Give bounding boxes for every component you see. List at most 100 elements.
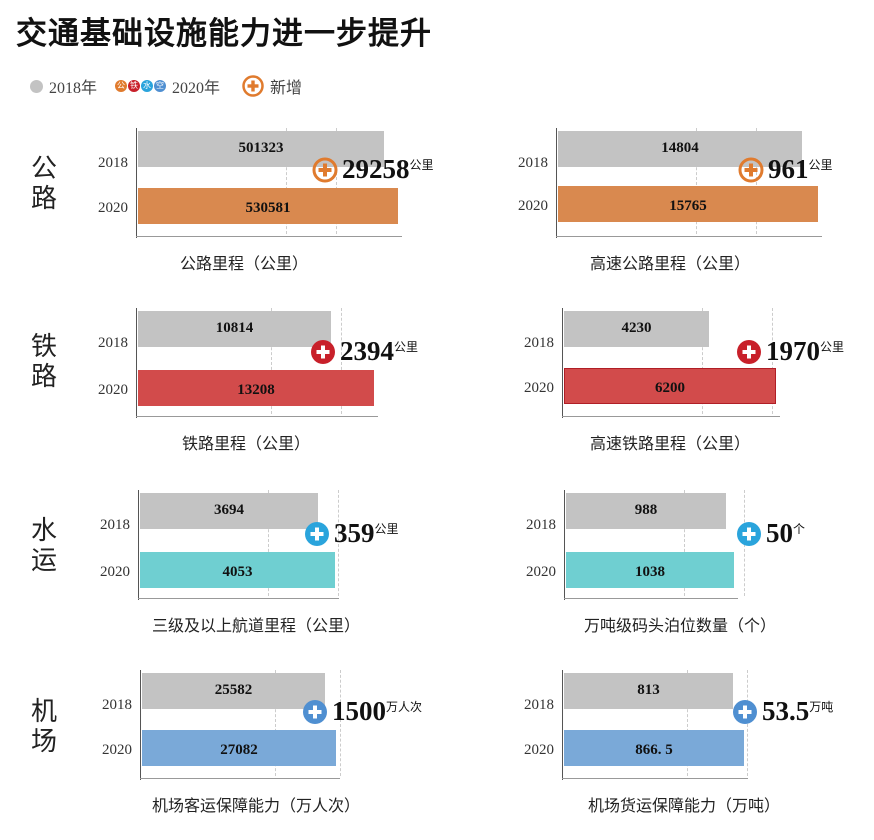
- legend-new-label: 新增: [270, 78, 303, 97]
- increase-annotation: 961 公里: [738, 154, 833, 185]
- increase-value: 359: [334, 518, 375, 548]
- grid-line: [696, 128, 697, 234]
- increase-annotation: 359 公里: [304, 518, 399, 549]
- water-mini-icon: 水: [141, 80, 154, 92]
- bar-2018: 25582: [142, 673, 325, 709]
- chart-caption: 公路里程（公里）: [180, 254, 309, 273]
- increase-annotation: 50 个: [736, 518, 805, 549]
- y-axis: [136, 308, 137, 418]
- increase-unit: 万人次: [386, 700, 423, 714]
- category-rail-label: 铁路: [30, 332, 57, 392]
- increase-unit: 公里: [374, 522, 399, 536]
- chart-panel: 988 2018 1038 2020 50 个万吨级码头泊位数量（个）: [514, 490, 874, 660]
- bar-2018: 813: [564, 673, 733, 709]
- increase-annotation: 1970 公里: [736, 336, 844, 367]
- chart-panel: 10814 2018 13208 2020 2394 公里 铁路里程（公里）: [92, 308, 512, 478]
- grid-line: [341, 308, 342, 414]
- chart-panel: 813 2018 866. 5 2020 53.5 万吨 机场货运保障能力（万吨）: [512, 670, 874, 840]
- plus-icon: [305, 521, 329, 546]
- bar-2020: 6200: [564, 368, 776, 404]
- bar-value-label: 3694: [214, 502, 244, 518]
- grid-line: [286, 128, 287, 234]
- y-axis: [562, 308, 563, 418]
- increase-value: 1970: [766, 336, 820, 366]
- year-tick-label: 2018: [98, 155, 128, 171]
- bar-2018: 10814: [138, 311, 331, 347]
- bar-value-label: 4053: [222, 564, 253, 580]
- category-water-label: 水运: [30, 516, 57, 576]
- category-air-label: 机场: [30, 697, 57, 757]
- increase-annotation: 2394 公里: [310, 336, 418, 367]
- rail-mini-icon: 铁: [128, 80, 141, 92]
- year-tick-label: 2018: [102, 697, 132, 713]
- x-axis: [140, 778, 340, 779]
- year-tick-label: 2018: [100, 517, 130, 533]
- increase-annotation: 53.5 万吨: [732, 696, 833, 727]
- bar-value-label: 27082: [220, 742, 258, 758]
- bar-2018: 3694: [140, 493, 318, 529]
- legend-2018-label: 2018年: [49, 80, 98, 97]
- legend-2018-swatch: [30, 79, 43, 93]
- year-tick-label: 2020: [526, 564, 556, 580]
- x-axis: [564, 598, 738, 599]
- plus-icon: [738, 157, 764, 182]
- bar-value-label: 530581: [245, 200, 291, 216]
- bar-2018: 988: [566, 493, 726, 529]
- grid-line: [687, 670, 688, 776]
- chart-caption: 机场货运保障能力（万吨）: [588, 796, 781, 815]
- increase-unit: 公里: [409, 158, 434, 172]
- chart-caption: 高速公路里程（公里）: [590, 254, 751, 273]
- bar-2018: 14804: [558, 131, 802, 167]
- plus-icon: [312, 157, 338, 182]
- x-axis: [562, 416, 780, 417]
- y-axis: [564, 490, 565, 600]
- bar-2020: 530581: [138, 188, 398, 224]
- plus-icon: [311, 339, 335, 364]
- page-title: 交通基础设施能力进一步提升: [16, 16, 432, 52]
- legend-2020-label: 2020年: [172, 80, 221, 97]
- year-tick-label: 2020: [524, 380, 554, 396]
- grid-line: [772, 308, 773, 414]
- chart-caption: 机场客运保障能力（万人次）: [152, 796, 361, 815]
- year-tick-label: 2020: [524, 742, 554, 758]
- y-axis: [136, 128, 137, 238]
- bar-value-label: 14804: [661, 140, 699, 156]
- plus-icon: [303, 699, 327, 724]
- increase-unit: 公里: [808, 158, 833, 172]
- bar-value-label: 13208: [237, 382, 275, 398]
- bar-value-label: 1038: [635, 564, 665, 580]
- increase-annotation: 1500 万人次: [302, 696, 422, 727]
- x-axis: [556, 236, 822, 237]
- x-axis: [138, 598, 339, 599]
- chart-panel: 501323 2018 530581 2020 29258 公里公路里程（公里）: [90, 128, 510, 298]
- year-tick-label: 2020: [98, 200, 128, 216]
- bar-2020: 15765: [558, 186, 818, 222]
- y-axis: [556, 128, 557, 238]
- increase-value: 29258: [342, 154, 410, 184]
- bar-value-label: 501323: [238, 140, 284, 156]
- bar-2020: 13208: [138, 370, 374, 406]
- plus-icon: [737, 521, 761, 546]
- grid-line: [336, 128, 337, 234]
- chart-caption: 三级及以上航道里程（公里）: [152, 616, 361, 635]
- year-tick-label: 2018: [524, 335, 554, 351]
- year-tick-label: 2020: [102, 742, 132, 758]
- year-tick-label: 2018: [98, 335, 128, 351]
- y-axis: [138, 490, 139, 600]
- legend-2020-icons: 公 铁 水 空: [115, 80, 167, 92]
- road-mini-icon: 公: [115, 80, 128, 92]
- bar-2018: 4230: [564, 311, 709, 347]
- chart-panel: 4230 2018 6200 2020 1970 公里 高速铁路里程（公里）: [512, 308, 874, 478]
- x-axis: [136, 416, 378, 417]
- increase-unit: 个: [793, 522, 806, 536]
- increase-unit: 公里: [394, 340, 419, 354]
- chart-panel: 14804 2018 15765 2020 961 公里 高速公路里程（公里）: [508, 128, 874, 298]
- increase-value: 2394: [340, 336, 394, 366]
- chart-panel: 25582 2018 27082 2020 1500 万人次机场客运保障能力（万人次）: [94, 670, 514, 840]
- bar-value-label: 813: [637, 682, 660, 698]
- increase-unit: 公里: [820, 340, 845, 354]
- increase-value: 50: [766, 518, 793, 548]
- grid-line: [271, 308, 272, 414]
- year-tick-label: 2020: [100, 564, 130, 580]
- year-tick-label: 2020: [98, 382, 128, 398]
